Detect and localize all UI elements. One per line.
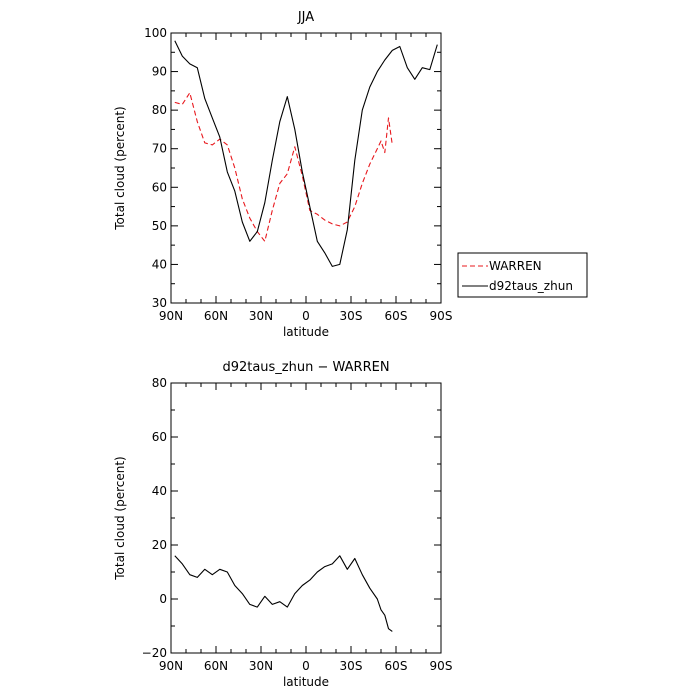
x-tick-label: 30N (249, 309, 273, 323)
x-tick-label: 30S (340, 659, 363, 673)
y-axis-label: Total cloud (percent) (113, 456, 127, 580)
x-tick-label: 30S (340, 309, 363, 323)
y-tick-label: 0 (159, 592, 167, 606)
x-tick-label: 90N (159, 309, 183, 323)
series-line-warren (174, 92, 393, 242)
y-tick-label: 70 (152, 142, 167, 156)
legend-label: d92taus_zhun (489, 279, 573, 293)
chart-title: d92taus_zhun − WARREN (222, 360, 389, 375)
y-tick-label: 20 (152, 538, 167, 552)
y-tick-label: 80 (152, 376, 167, 390)
series-line-d92taus-zhun (174, 40, 438, 267)
legend-label: WARREN (489, 259, 542, 273)
legend-box (457, 252, 588, 298)
y-tick-label: 40 (152, 257, 167, 271)
y-tick-label: 100 (144, 26, 167, 40)
y-tick-label: 90 (152, 65, 167, 79)
x-tick-label: 60S (385, 309, 408, 323)
legend: WARREN d92taus_zhun (457, 252, 588, 298)
y-tick-label: 60 (152, 180, 167, 194)
difference-line (174, 555, 393, 632)
chart-title: JJA (297, 10, 314, 25)
x-tick-label: 90S (430, 659, 453, 673)
x-tick-label: 60S (385, 659, 408, 673)
x-tick-label: 30N (249, 659, 273, 673)
y-tick-label: 50 (152, 219, 167, 233)
y-tick-label: 80 (152, 103, 167, 117)
y-tick-label: 60 (152, 430, 167, 444)
bottom-chart: d92taus_zhun − WARREN −20 0 20 40 60 80 90N 60N 3… (113, 360, 452, 689)
x-tick-label: 60N (204, 659, 228, 673)
x-tick-label: 60N (204, 309, 228, 323)
x-tick-label: 0 (302, 659, 310, 673)
y-axis-label: Total cloud (percent) (113, 106, 127, 230)
x-axis-label: latitude (283, 325, 329, 339)
y-tick-label: 40 (152, 484, 167, 498)
plot-frame (170, 32, 442, 304)
y-tick-label: 30 (152, 296, 167, 310)
plot-frame (170, 382, 442, 654)
x-tick-label: 90S (430, 309, 453, 323)
x-tick-label: 90N (159, 659, 183, 673)
y-tick-label: −20 (142, 646, 167, 660)
x-tick-label: 0 (302, 309, 310, 323)
top-chart: JJA 30 40 50 60 70 80 90 100 90N 60N 30N 0 30S 60S 90S l… (113, 10, 588, 339)
x-axis-label: latitude (283, 675, 329, 689)
